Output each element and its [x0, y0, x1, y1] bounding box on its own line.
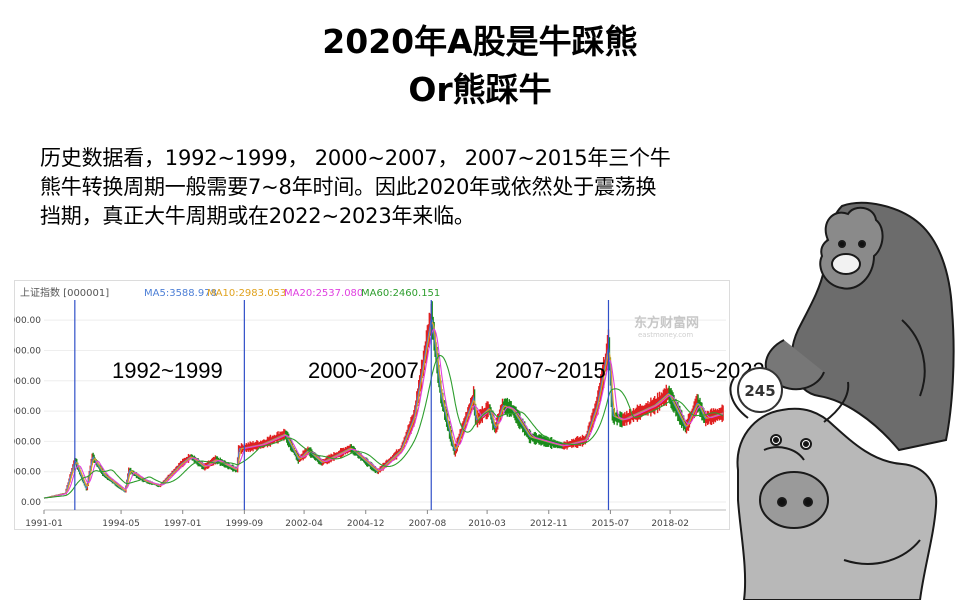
body-line-2: 熊牛转换周期一般需要7~8年时间。因此2020年或依然处于震荡换: [40, 175, 657, 199]
y-tick-label: 5000.00: [14, 346, 41, 356]
x-tick-label: 1994-05: [102, 519, 140, 529]
bear-figure: [764, 201, 955, 452]
watermark-url: eastmoney.com: [638, 331, 693, 339]
chart-header-name: 上证指数 [000001]: [20, 286, 109, 299]
body-paragraph: 历史数据看，1992~1999， 2000~2007， 2007~2015年三个…: [40, 144, 760, 231]
y-tick-label: 4000.00: [14, 377, 41, 387]
x-tick-label: 2015-07: [592, 519, 630, 529]
legend-ma60: MA60:2460.151: [361, 288, 440, 299]
x-tick-label: 2010-03: [468, 519, 506, 529]
x-tick-label: 2004-12: [347, 519, 385, 529]
ma60-line: [43, 354, 724, 499]
x-tick-label: 1997-01: [164, 519, 202, 529]
period-label-1992-1999: 1992~1999: [112, 358, 223, 383]
slide-title-line-1: 2020年A股是牛踩熊: [322, 22, 638, 61]
legend-ma10: MA10:2983.053: [207, 288, 286, 299]
legend-ma5: MA5:3588.978: [144, 288, 217, 299]
body-line-3: 挡期，真正大牛周期或在2022~2023年来临。: [40, 204, 475, 228]
legend-ma20: MA20:2537.080: [284, 288, 363, 299]
y-tick-label: 0.00: [21, 498, 41, 508]
period-label-2000-2007: 2000~2007: [308, 358, 419, 383]
y-tick-label: 3000.00: [14, 407, 41, 417]
body-line-1: 历史数据看，1992~1999， 2000~2007， 2007~2015年三个…: [40, 146, 671, 170]
watermark-text: 东方财富网: [634, 315, 699, 331]
y-tick-label: 6000.00: [14, 316, 41, 326]
stock-index-chart: 上证指数 [000001] MA5:3588.978 MA10:2983.053 MA…: [14, 280, 730, 530]
svg-text:245: 245: [744, 382, 775, 400]
bull-bear-cartoon: 245: [724, 200, 960, 601]
chart-svg: 上证指数 [000001] MA5:3588.978MA10:2983.053MA…: [14, 280, 730, 530]
ma10-line: [43, 321, 724, 499]
slide-title-line-2: Or熊踩牛: [408, 70, 552, 109]
x-tick-label: 2007-08: [409, 519, 447, 529]
x-tick-label: 2002-04: [285, 519, 323, 529]
x-tick-label: 1991-01: [25, 519, 63, 529]
score-badge: 245: [737, 367, 783, 413]
chart-frame: [14, 280, 730, 530]
y-tick-label: 2000.00: [14, 437, 41, 447]
bull-figure: [729, 377, 938, 601]
y-tick-label: 1000.00: [14, 468, 41, 478]
period-label-2007-2015: 2007~2015: [495, 358, 606, 383]
x-tick-label: 1999-09: [226, 519, 264, 529]
x-tick-label: 2012-11: [530, 519, 568, 529]
ma20-line: [43, 328, 724, 499]
x-tick-label: 2018-02: [651, 519, 689, 529]
